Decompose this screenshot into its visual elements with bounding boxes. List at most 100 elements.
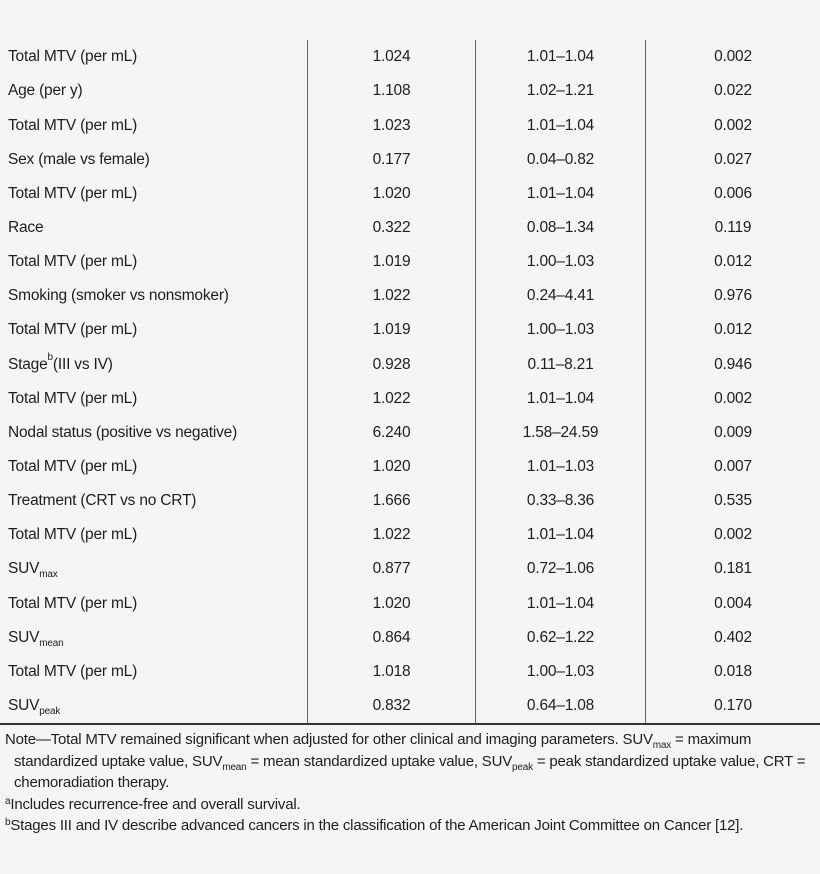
confidence-interval-cell: 0.72–1.06 — [475, 552, 645, 587]
confidence-interval-cell: 1.01–1.04 — [475, 517, 645, 553]
hazard-ratio-cell: 1.108 — [307, 74, 475, 109]
table-row: Race 0.322 0.08–1.34 0.119 — [0, 210, 820, 245]
hazard-ratio-cell: 1.024 — [307, 40, 475, 75]
hazard-ratio-cell: 1.666 — [307, 483, 475, 518]
footnote-b: bStages III and IV describe advanced can… — [5, 817, 744, 834]
p-value-cell: 0.027 — [645, 142, 820, 177]
row-label: Treatment (CRT vs no CRT) — [8, 492, 197, 510]
hazard-ratio-cell: 1.022 — [307, 381, 475, 416]
p-value-cell: 0.012 — [645, 313, 820, 348]
p-value-cell: 0.170 — [645, 688, 820, 723]
footnote-a: aIncludes recurrence-free and overall su… — [5, 795, 301, 813]
p-value-cell: 0.119 — [645, 210, 820, 245]
hazard-ratio-cell: 1.022 — [307, 517, 475, 553]
table-notes: Note—Total MTV remained significant when… — [5, 729, 807, 837]
table-row: Total MTV (per mL) 1.023 1.01–1.04 0.002 — [0, 108, 820, 143]
hazard-ratio-cell: 1.023 — [307, 108, 475, 143]
row-label: Nodal status (positive vs negative) — [8, 423, 238, 441]
row-label: Total MTV (per mL) — [8, 184, 138, 202]
p-value-cell: 0.976 — [645, 278, 820, 314]
row-label: Total MTV (per mL) — [8, 458, 138, 475]
table-row: Total MTV (per mL) 1.018 1.00–1.03 0.018 — [0, 654, 820, 689]
hazard-ratio-cell: 0.877 — [307, 552, 475, 587]
p-value-cell: 0.002 — [645, 40, 820, 75]
p-value-cell: 0.004 — [645, 586, 820, 621]
p-value-cell: 0.012 — [645, 244, 820, 279]
p-value-cell: 0.002 — [645, 108, 820, 143]
hazard-ratio-cell: 1.022 — [307, 278, 475, 314]
p-value-cell: 0.002 — [645, 381, 820, 416]
confidence-interval-cell: 1.00–1.03 — [475, 244, 645, 279]
p-value-cell: 0.006 — [645, 176, 820, 211]
confidence-interval-cell: 1.58–24.59 — [475, 415, 645, 450]
table-row: SUV mean 0.864 0.62–1.22 0.402 — [0, 620, 820, 655]
confidence-interval-cell: 1.01–1.04 — [475, 40, 645, 75]
table-row: Total MTV (per mL) 1.022 1.01–1.04 0.002 — [0, 517, 820, 553]
table-row: Total MTV (per mL) 1.019 1.00–1.03 0.012 — [0, 244, 820, 279]
p-value-cell: 0.535 — [645, 483, 820, 518]
table-row: Total MTV (per mL) 1.024 1.01–1.04 0.002 — [0, 40, 820, 75]
row-label: Total MTV (per mL) — [8, 594, 138, 612]
confidence-interval-cell: 1.01–1.04 — [475, 586, 645, 621]
hazard-ratio-cell: 0.864 — [307, 620, 475, 655]
p-value-cell: 0.007 — [645, 449, 820, 484]
table-note: Note—Total MTV remained significant when… — [5, 731, 806, 791]
p-value-cell: 0.009 — [645, 415, 820, 450]
confidence-interval-cell: 0.08–1.34 — [475, 210, 645, 245]
row-label: SUV max — [8, 560, 58, 581]
p-value-cell: 0.402 — [645, 620, 820, 655]
confidence-interval-cell: 1.00–1.03 — [475, 313, 645, 348]
confidence-interval-cell: 0.62–1.22 — [475, 620, 645, 655]
row-label: Stage b (III vs IV) — [8, 352, 113, 373]
confidence-interval-cell: 1.00–1.03 — [475, 654, 645, 689]
table-row: Sex (male vs female) 0.177 0.04–0.82 0.0… — [0, 142, 820, 177]
p-value-cell: 0.181 — [645, 552, 820, 587]
hazard-ratio-cell: 1.020 — [307, 586, 475, 621]
table-row: Total MTV (per mL) 1.022 1.01–1.04 0.002 — [0, 381, 820, 416]
row-label: Smoking (smoker vs nonsmoker) — [8, 287, 229, 305]
row-label: Total MTV (per mL) — [8, 389, 138, 407]
confidence-interval-cell: 0.64–1.08 — [475, 688, 645, 723]
table-row: Smoking (smoker vs nonsmoker) 1.022 0.24… — [0, 278, 820, 314]
row-label: Total MTV (per mL) — [8, 321, 138, 339]
hazard-ratio-cell: 1.018 — [307, 654, 475, 689]
hazard-ratio-cell: 0.177 — [307, 142, 475, 177]
p-value-cell: 0.946 — [645, 347, 820, 382]
table-row: Treatment (CRT vs no CRT) 1.666 0.33–8.3… — [0, 483, 820, 518]
hazard-ratio-cell: 1.019 — [307, 244, 475, 279]
confidence-interval-cell: 0.04–0.82 — [475, 142, 645, 177]
row-label: Total MTV (per mL) — [8, 526, 138, 544]
row-label: SUV mean — [8, 628, 64, 649]
table-row: Total MTV (per mL) 1.020 1.01–1.04 0.004 — [0, 586, 820, 621]
confidence-interval-cell: 1.01–1.03 — [475, 449, 645, 484]
hazard-ratio-cell: 0.928 — [307, 347, 475, 382]
row-label: Race — [8, 219, 44, 237]
confidence-interval-cell: 0.24–4.41 — [475, 278, 645, 314]
hazard-ratio-cell: 0.322 — [307, 210, 475, 245]
hazard-ratio-cell: 0.832 — [307, 688, 475, 723]
confidence-interval-cell: 0.11–8.21 — [475, 347, 645, 382]
table-row: Age (per y) 1.108 1.02–1.21 0.022 — [0, 74, 820, 109]
table-row: Total MTV (per mL) 1.020 1.01–1.04 0.006 — [0, 176, 820, 211]
table-row: Nodal status (positive vs negative) 6.24… — [0, 415, 820, 450]
statistics-table: Total MTV (per mL) 1.024 1.01–1.04 0.002… — [0, 40, 820, 725]
row-label: Total MTV (per mL) — [8, 662, 138, 680]
row-label: SUV peak — [8, 696, 61, 717]
table-row: Stage b (III vs IV) 0.928 0.11–8.21 0.946 — [0, 347, 820, 382]
hazard-ratio-cell: 1.019 — [307, 313, 475, 348]
table-row: Total MTV (per mL) 1.020 1.01–1.03 0.007 — [0, 449, 820, 484]
table-row: Total MTV (per mL) 1.019 1.00–1.03 0.012 — [0, 313, 820, 348]
p-value-cell: 0.002 — [645, 517, 820, 553]
hazard-ratio-cell: 6.240 — [307, 415, 475, 450]
row-label: Total MTV (per mL) — [8, 253, 138, 271]
hazard-ratio-cell: 1.020 — [307, 449, 475, 484]
table-row: SUV peak 0.832 0.64–1.08 0.170 — [0, 688, 820, 723]
row-label: Total MTV (per mL) — [8, 48, 138, 66]
p-value-cell: 0.018 — [645, 654, 820, 689]
confidence-interval-cell: 0.33–8.36 — [475, 483, 645, 518]
hazard-ratio-cell: 1.020 — [307, 176, 475, 211]
confidence-interval-cell: 1.01–1.04 — [475, 176, 645, 211]
confidence-interval-cell: 1.02–1.21 — [475, 74, 645, 109]
p-value-cell: 0.022 — [645, 74, 820, 109]
